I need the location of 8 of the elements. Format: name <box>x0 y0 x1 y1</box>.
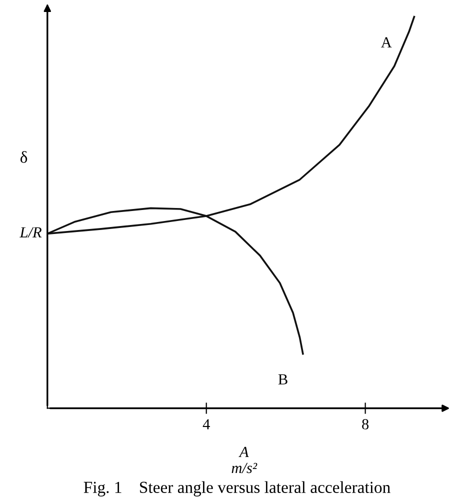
series-label: B <box>278 374 288 384</box>
y-axis-title: δ <box>20 151 28 163</box>
annotation: L/R <box>20 227 42 238</box>
x-axis-title: A m/s² <box>232 446 258 474</box>
x-tick-label: 4 <box>202 419 210 430</box>
x-tick-label: 8 <box>362 419 369 430</box>
text: Fig. 1 Steer angle versus lateral acceleration <box>84 481 390 496</box>
series-label: A <box>381 37 392 48</box>
